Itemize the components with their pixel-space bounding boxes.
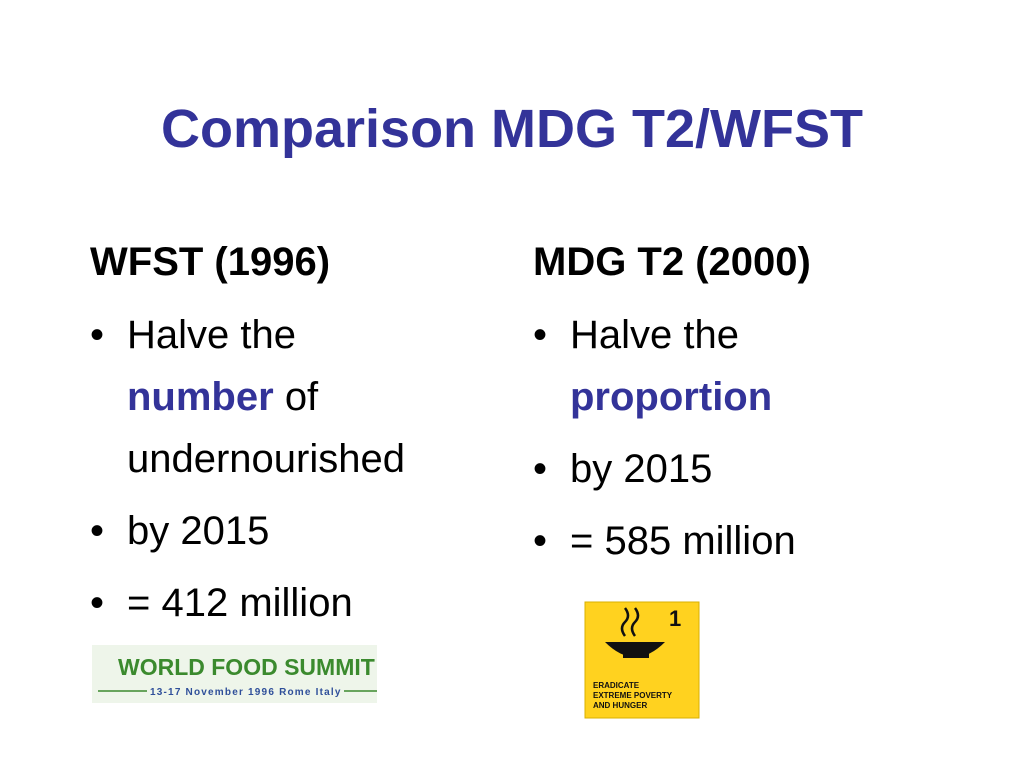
bullet-text: by 2015 bbox=[570, 447, 713, 491]
bullet-text: of undernourished bbox=[127, 375, 405, 481]
logo-name: WORLD FOOD SUMMIT bbox=[118, 654, 375, 680]
column: WFST (1996) Halve the number of undernour… bbox=[90, 232, 427, 644]
slide-title: Comparison MDG T2/WFST bbox=[161, 99, 863, 159]
logo-dates: 13-17 November 1996 Rome Italy bbox=[150, 687, 342, 698]
icon-line: AND HUNGER bbox=[593, 701, 647, 710]
bowl-base bbox=[623, 650, 649, 658]
goal-number: 1 bbox=[669, 606, 681, 631]
icon-line: EXTREME POVERTY bbox=[593, 691, 673, 700]
bullet-text: Halve the bbox=[127, 313, 296, 357]
bullet-item: Halve the number of undernourished bbox=[90, 304, 427, 490]
bullet-text: by 2015 bbox=[127, 509, 270, 553]
steam bbox=[620, 607, 640, 637]
bullet-item: by 2015 bbox=[533, 438, 870, 500]
bullet-item: = 585 million bbox=[533, 510, 870, 572]
icon-line: ERADICATE bbox=[593, 681, 640, 690]
bullet-text: Halve the bbox=[570, 313, 739, 357]
bullet-text: = 412 million bbox=[127, 581, 353, 625]
bullet-item: Halve the proportion bbox=[533, 304, 870, 428]
wfs-logo: WORLD FOOD SUMMIT 13-17 November 1996 Ro… bbox=[92, 645, 377, 703]
logo-background bbox=[92, 645, 377, 703]
bowl bbox=[605, 642, 665, 657]
column-heading: WFST (1996) bbox=[90, 240, 331, 284]
bullet-text: = 585 million bbox=[570, 519, 796, 563]
bullet-item: = 412 million bbox=[90, 572, 427, 634]
column: MDG T2 (2000) Halve the proportion by 2015… bbox=[533, 232, 870, 582]
bullet-item: by 2015 bbox=[90, 500, 427, 562]
bullet-highlight: proportion bbox=[570, 375, 773, 419]
column-heading: MDG T2 (2000) bbox=[533, 240, 811, 284]
icon-background bbox=[584, 601, 700, 719]
bullet-highlight: number bbox=[127, 375, 274, 419]
